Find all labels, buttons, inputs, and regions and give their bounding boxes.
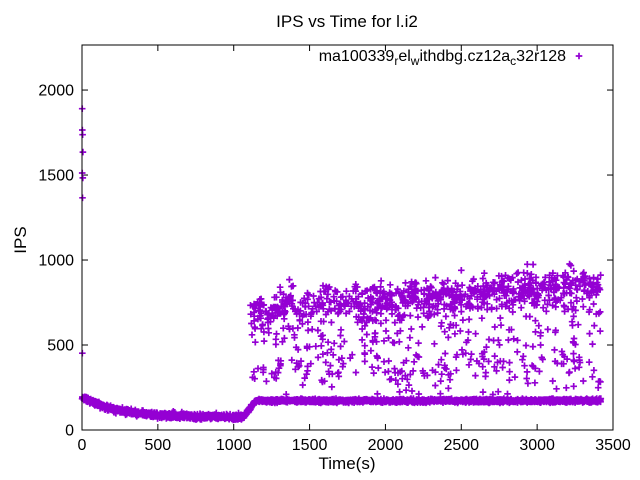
x-tick-label: 3000 xyxy=(519,437,555,454)
data-points-layer xyxy=(78,105,605,424)
axis-ticks xyxy=(81,45,614,431)
axis-tick-labels: 0 500 1000 1500 2000 2500 3000 3500 0 500 1000 1500… xyxy=(38,83,630,454)
x-tick-label: 2000 xyxy=(368,437,404,454)
chart-title: IPS vs Time for l.i2 xyxy=(276,12,418,31)
x-tick-label: 500 xyxy=(145,437,172,454)
x-tick-label: 1500 xyxy=(292,437,328,454)
legend-subscript: w xyxy=(410,54,420,68)
y-axis-label: IPS xyxy=(11,226,30,253)
y-tick-label: 1500 xyxy=(38,168,74,185)
x-axis-label: Time(s) xyxy=(319,454,376,473)
legend-run: el xyxy=(398,48,410,65)
legend-run: ma100339 xyxy=(319,48,395,65)
plot-border xyxy=(81,44,614,431)
legend-plus-marker-icon xyxy=(575,52,583,60)
y-tick-label: 2000 xyxy=(38,83,74,100)
legend-subscript: r xyxy=(394,54,398,68)
legend: ma100339relwithdbg.cz12ac32r128 xyxy=(319,48,583,68)
y-tick-label: 500 xyxy=(47,338,74,355)
y-tick-label: 0 xyxy=(65,423,74,440)
x-tick-label: 2500 xyxy=(443,437,479,454)
legend-run: ithdbg.cz12a xyxy=(419,48,510,65)
legend-subscript: c xyxy=(510,54,516,68)
x-tick-label: 3500 xyxy=(595,437,631,454)
scatter-plus-markers xyxy=(78,105,605,424)
legend-series-label: ma100339relwithdbg.cz12ac32r128 xyxy=(319,48,566,68)
legend-run: 32r128 xyxy=(516,48,566,65)
x-tick-label: 1000 xyxy=(216,437,252,454)
x-tick-label: 0 xyxy=(78,437,87,454)
y-tick-label: 1000 xyxy=(38,253,74,270)
